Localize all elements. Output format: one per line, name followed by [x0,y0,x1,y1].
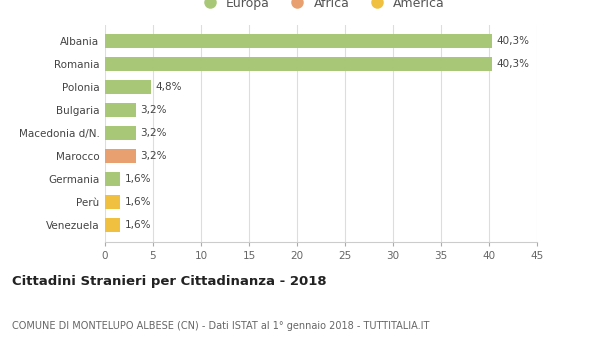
Bar [105,149,136,163]
Text: COMUNE DI MONTELUPO ALBESE (CN) - Dati ISTAT al 1° gennaio 2018 - TUTTITALIA.IT: COMUNE DI MONTELUPO ALBESE (CN) - Dati I… [12,321,430,331]
Bar [105,80,151,94]
Bar [105,218,121,232]
Text: 1,6%: 1,6% [125,220,152,230]
Text: 1,6%: 1,6% [125,197,152,207]
Bar [105,57,492,71]
Bar [105,34,492,48]
Text: 3,2%: 3,2% [140,151,167,161]
Bar [105,103,136,117]
Text: Cittadini Stranieri per Cittadinanza - 2018: Cittadini Stranieri per Cittadinanza - 2… [12,275,326,288]
Text: 3,2%: 3,2% [140,105,167,115]
Bar [105,126,136,140]
Text: 3,2%: 3,2% [140,128,167,138]
Bar [105,195,121,209]
Text: 4,8%: 4,8% [156,82,182,92]
Text: 40,3%: 40,3% [497,59,530,69]
Text: 1,6%: 1,6% [125,174,152,184]
Legend: Europa, Africa, America: Europa, Africa, America [192,0,450,15]
Bar [105,172,121,186]
Text: 40,3%: 40,3% [497,36,530,46]
